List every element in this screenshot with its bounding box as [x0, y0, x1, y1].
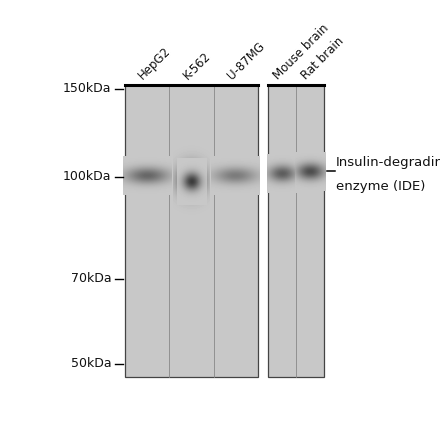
Text: 100kDa: 100kDa: [63, 170, 111, 183]
Text: Mouse brain: Mouse brain: [271, 22, 332, 82]
Bar: [268, 85, 324, 377]
Text: Insulin-degrading: Insulin-degrading: [336, 156, 440, 169]
Text: enzyme (IDE): enzyme (IDE): [336, 180, 425, 193]
Text: 150kDa: 150kDa: [63, 82, 111, 95]
Bar: [125, 85, 258, 377]
Text: K-562: K-562: [180, 50, 213, 82]
Text: Rat brain: Rat brain: [300, 35, 347, 82]
Text: 70kDa: 70kDa: [71, 272, 111, 285]
Text: U-87MG: U-87MG: [225, 40, 267, 82]
Text: 50kDa: 50kDa: [71, 357, 111, 370]
Text: HepG2: HepG2: [136, 45, 174, 82]
